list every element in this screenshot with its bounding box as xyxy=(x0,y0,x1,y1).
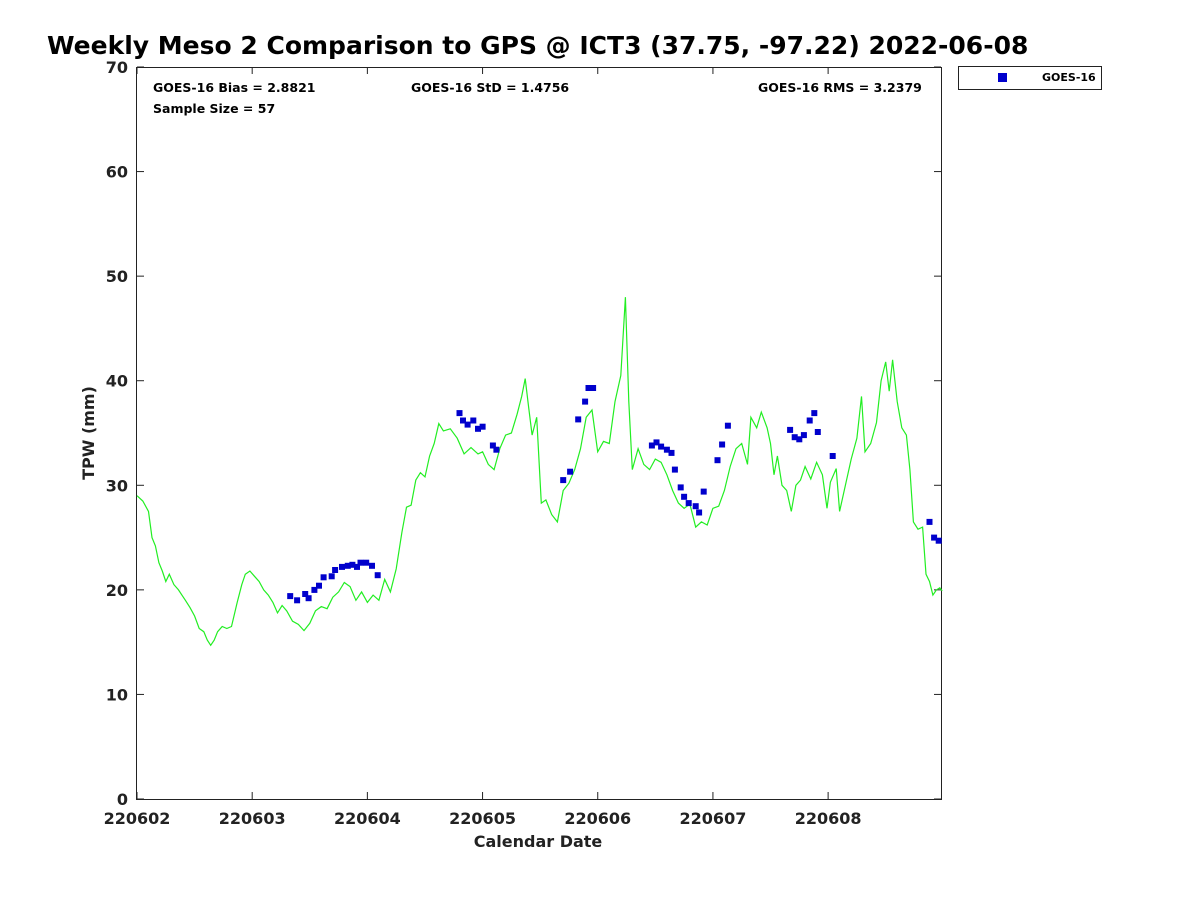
legend: GOES-16 xyxy=(958,66,1102,90)
goes-16-point xyxy=(363,559,370,566)
x-tick-label: 220608 xyxy=(795,809,862,828)
goes-16-point xyxy=(460,417,466,424)
goes-16-point xyxy=(464,421,471,428)
plot-area xyxy=(136,67,942,800)
goes-16-point xyxy=(311,586,318,593)
y-tick-label: 10 xyxy=(106,685,128,704)
goes-16-point xyxy=(671,466,678,473)
goes-16-point xyxy=(575,416,582,423)
goes-16-point xyxy=(567,468,574,475)
y-tick-label: 40 xyxy=(106,372,128,391)
sample-size-stat: Sample Size = 57 xyxy=(153,101,275,116)
y-tick-label: 20 xyxy=(106,581,128,600)
goes-16-point xyxy=(787,426,794,433)
goes-16-point xyxy=(724,422,731,429)
goes-16-point xyxy=(935,537,942,544)
goes-16-point xyxy=(332,567,339,573)
goes-16-point xyxy=(714,457,721,464)
x-tick-label: 220605 xyxy=(449,809,516,828)
std-stat: GOES-16 StD = 1.4756 xyxy=(411,80,569,95)
goes-16-point xyxy=(349,561,356,568)
y-tick-label: 70 xyxy=(106,58,128,77)
y-tick-label: 30 xyxy=(106,476,128,495)
goes-16-point xyxy=(344,562,351,569)
goes-16-point xyxy=(796,436,803,443)
goes-16-point xyxy=(692,503,699,510)
goes-16-series xyxy=(287,385,942,604)
goes-16-point xyxy=(806,417,813,424)
goes-16-point xyxy=(681,493,688,500)
goes-16-point xyxy=(294,597,301,604)
goes-16-point xyxy=(456,410,463,417)
goes-16-point xyxy=(829,453,836,459)
goes-16-point xyxy=(811,410,818,417)
goes-16-point xyxy=(374,572,381,579)
goes-16-point xyxy=(668,449,675,456)
goes-16-point xyxy=(677,484,684,491)
goes-16-point xyxy=(700,488,707,495)
goes-16-point xyxy=(470,417,477,424)
goes-16-point xyxy=(493,446,500,453)
x-axis-label: Calendar Date xyxy=(474,832,603,851)
goes-16-point xyxy=(648,442,655,449)
goes-16-point xyxy=(791,434,798,441)
x-tick-label: 220607 xyxy=(680,809,747,828)
goes-16-point xyxy=(479,423,486,430)
goes-16-point xyxy=(489,442,496,449)
goes-16-point xyxy=(658,443,665,450)
goes-16-point xyxy=(475,425,481,432)
goes-16-point xyxy=(339,563,345,570)
gps-series xyxy=(136,297,943,647)
goes-16-point xyxy=(926,518,933,525)
gps-line xyxy=(136,297,943,647)
goes-16-point xyxy=(354,563,360,570)
x-tick-label: 220602 xyxy=(104,809,171,828)
bias-stat: GOES-16 Bias = 2.8821 xyxy=(153,80,315,95)
goes-16-point xyxy=(369,562,375,569)
goes-16-point xyxy=(800,432,807,439)
goes-16-point xyxy=(560,477,567,484)
goes-16-point xyxy=(585,385,592,391)
goes-16-point xyxy=(814,429,821,435)
x-axis: 220602 220603 220604 220605 220606 220607 2206… xyxy=(104,67,862,828)
goes-16-point xyxy=(302,591,309,597)
goes-16-point xyxy=(582,398,589,405)
chart-title: Weekly Meso 2 Comparison to GPS @ ICT3 (… xyxy=(47,31,1028,60)
legend-label-goes-16: GOES-16 xyxy=(1042,71,1096,84)
goes-16-point xyxy=(685,500,692,507)
goes-16-point xyxy=(663,446,670,453)
y-axis-label: TPW (mm) xyxy=(79,386,98,480)
goes-16-point xyxy=(590,385,597,391)
goes-16-point xyxy=(320,574,327,581)
goes-16-point xyxy=(696,509,703,516)
x-tick-label: 220604 xyxy=(334,809,401,828)
legend-box xyxy=(958,66,1102,90)
x-tick-label: 220603 xyxy=(219,809,286,828)
legend-marker-goes-16 xyxy=(998,73,1007,82)
rms-stat: GOES-16 RMS = 3.2379 xyxy=(758,80,922,95)
goes-16-point xyxy=(287,593,294,600)
goes-16-point xyxy=(653,439,660,446)
y-tick-label: 50 xyxy=(106,267,128,286)
y-axis: 0 10 20 30 40 50 60 70 xyxy=(106,58,941,809)
y-tick-label: 0 xyxy=(117,790,128,809)
x-tick-label: 220606 xyxy=(564,809,631,828)
goes-16-point xyxy=(328,573,335,580)
y-tick-label: 60 xyxy=(106,163,128,182)
goes-16-point xyxy=(316,582,322,589)
goes-16-point xyxy=(931,534,938,541)
goes-16-point xyxy=(305,595,312,602)
goes-16-point xyxy=(357,559,364,566)
goes-16-point xyxy=(719,441,726,448)
